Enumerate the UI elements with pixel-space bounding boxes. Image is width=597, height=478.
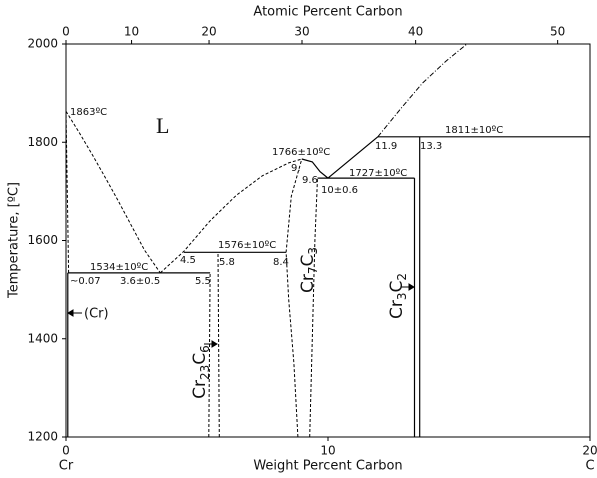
arrow-head [408, 283, 415, 291]
annotation: 9. [291, 163, 301, 174]
annotation: 8.4 [273, 257, 289, 268]
phase-element: Cr [298, 274, 318, 293]
annotation: 4.5 [180, 255, 196, 266]
annotation: 1534±10ºC [90, 262, 148, 273]
phase-boundary [301, 158, 329, 179]
phase-element: C [387, 281, 407, 293]
phase-subscript: 3 [306, 247, 320, 255]
annotation: 5.8 [219, 257, 235, 268]
phase-boundary [309, 178, 318, 438]
phase-subscript: 6 [198, 345, 212, 353]
annotation: ~0.07 [70, 276, 101, 287]
annotation: 5.5 [195, 276, 211, 287]
phase-boundary [208, 272, 211, 438]
arrow-head [67, 309, 74, 317]
phase-element: C [190, 353, 210, 365]
plot-frame [65, 43, 591, 438]
y-axis-label: Temperature, [ºC] [7, 182, 22, 299]
arrow-head [211, 340, 218, 348]
phase-element: Cr [387, 300, 407, 319]
phase-label: Cr23C6 [190, 345, 212, 399]
arrows [67, 283, 415, 348]
annotation: 10±0.6 [321, 185, 358, 196]
x-axis-label: Weight Percent Carbon [253, 459, 402, 474]
annotation: 1576±10ºC [218, 240, 276, 251]
phase-boundary [327, 136, 379, 179]
x2-tick-label: 50 [550, 25, 565, 39]
phase-boundary [377, 43, 468, 138]
annotation: 11.9 [375, 141, 397, 152]
phase-label: Cr3C2 [387, 273, 409, 319]
x2-tick-label: 10 [124, 25, 139, 39]
x2-tick-label: 40 [408, 25, 423, 39]
phase-boundary [65, 111, 70, 273]
x-tick-label: 10 [320, 444, 335, 458]
annotation: (Cr) [84, 307, 109, 322]
annotation: L [156, 113, 169, 138]
annotation: 1727±10ºC [349, 168, 407, 179]
y-tick-label: 2000 [27, 37, 58, 51]
phase-subscript: 7 [306, 267, 320, 275]
y-tick-label: 1600 [27, 233, 58, 247]
x-tick-label: 0 [62, 444, 70, 458]
phase-subscript: 2 [395, 273, 409, 281]
annotation: 1863ºC [70, 107, 107, 118]
top-axis-label: Atomic Percent Carbon [253, 5, 402, 20]
phase-label: Cr7C3 [298, 247, 320, 293]
y-tick-label: 1800 [27, 135, 58, 149]
y-tick-label: 1200 [27, 430, 58, 444]
annotation: 1766±10ºC [272, 147, 330, 158]
x-left-label: Cr [59, 459, 74, 474]
annotation: 13.3 [420, 141, 442, 152]
x2-tick-label: 20 [201, 25, 216, 39]
phase-subscript: 3 [395, 293, 409, 301]
phase-element: C [298, 255, 318, 267]
annotation: 1811±10ºC [445, 125, 503, 136]
x2-tick-label: 0 [62, 25, 70, 39]
phase-boundary [217, 252, 220, 438]
phase-boundary [285, 158, 303, 438]
phase-subscript: 23 [198, 365, 212, 380]
x2-tick-label: 30 [294, 25, 309, 39]
annotation: 9.6 [302, 175, 318, 186]
y-tick-label: 1400 [27, 331, 58, 345]
phase-boundary [65, 111, 161, 274]
x-tick-label: 20 [582, 444, 597, 458]
phase-element: Cr [190, 380, 210, 399]
phase-boundary [159, 158, 302, 274]
annotation: 3.6±0.5 [120, 276, 160, 287]
x-right-label: C [585, 459, 594, 474]
